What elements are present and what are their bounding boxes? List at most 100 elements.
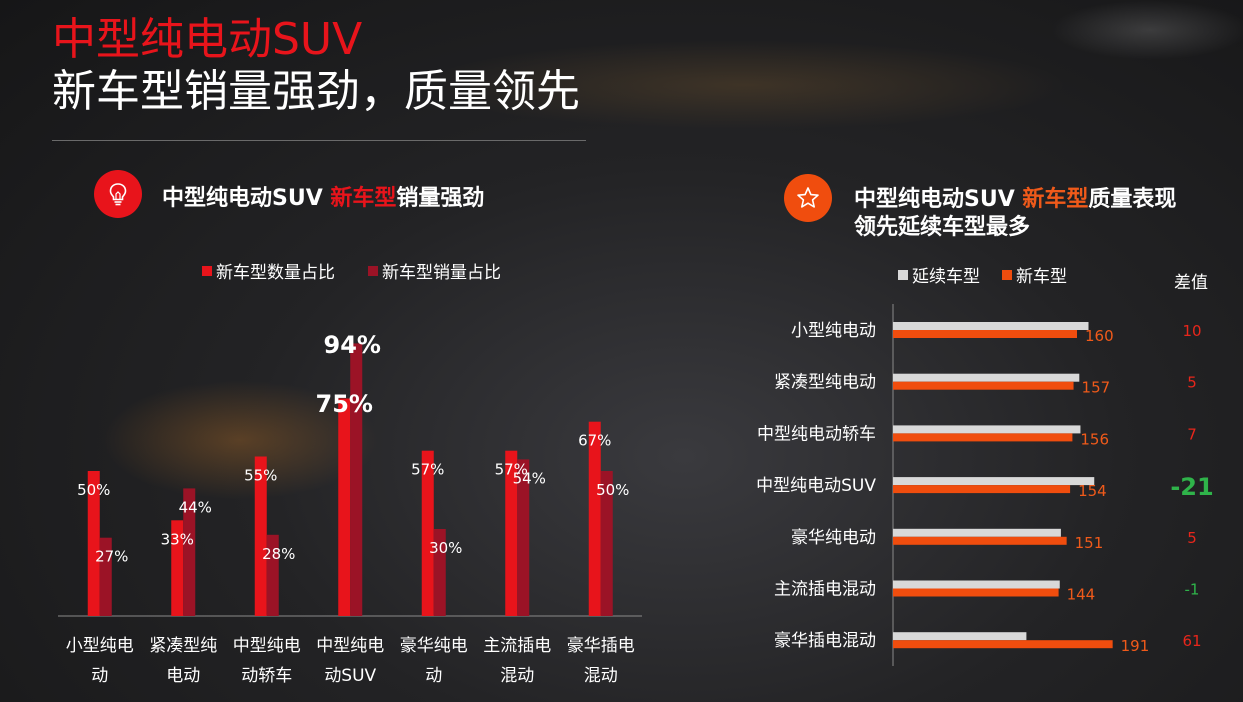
bar-new-model [893,433,1073,442]
data-label-new-model-sales: 50% [596,481,629,499]
bar-new-model [893,485,1071,494]
bar-new-model-sales [266,534,279,616]
category-label: 中型纯电动SUV [756,476,876,496]
background-glow [1050,0,1243,60]
lightbulb-icon [94,170,142,218]
bar-new-model-sales [99,537,112,616]
legend-swatch [898,269,908,280]
diff-value: 61 [1182,632,1201,650]
bar-continuing-model [893,425,1081,434]
bar-new-model-count [254,456,267,616]
category-label: 动SUV [324,666,376,686]
category-label: 豪华插电混动 [774,630,876,651]
bar-continuing-model [893,322,1089,330]
data-label-new-model-count: 67% [578,432,611,450]
category-label: 豪华插电 [567,635,635,656]
category-label: 主流插电 [483,636,551,656]
background-glow [420,40,1070,130]
data-label-new-model-count: 57% [495,461,528,479]
legend-swatch [202,265,212,276]
legend-item-new-model-sales: 新车型销量占比 [368,258,501,283]
legend-swatch [368,265,378,276]
page-title: 中型纯电动SUV [52,14,363,65]
diff-value: 5 [1187,529,1197,547]
category-label: 动 [91,666,108,686]
bar-new-model-sales [600,471,613,616]
bar-continuing-model [893,373,1080,382]
data-label-new-model-count: 50% [77,481,110,499]
legend-label: 新车型数量占比 [216,263,335,283]
category-label: 混动 [500,666,534,686]
background-glow [100,380,380,500]
category-label: 豪华纯电动 [791,527,876,548]
category-label: 中型纯电 [316,636,384,656]
category-label: 动 [425,666,442,686]
diff-value: 10 [1182,322,1201,340]
diff-column-header: 差值 [1174,273,1208,293]
data-label-new-model: 144 [1067,586,1096,604]
data-label-new-model-sales: 94% [324,331,381,359]
data-label-new-model-sales: 27% [95,548,128,566]
category-label: 中型纯电 [233,636,301,656]
bar-new-model-sales [517,459,530,616]
legend-label: 延续车型 [912,267,980,287]
legend-item-new-model: 新车型 [1002,262,1067,287]
star-icon [784,174,832,222]
bar-new-model-count [421,450,434,616]
legend-item-continuing-model: 延续车型 [898,262,980,287]
bar-new-model [893,536,1067,545]
vertical-bar-chart: 50% 27% 小型纯电动 33% 44% 紧凑型纯电动 55% 28% 中型纯电动轿车 75% 9… [58,331,642,686]
legend-label: 新车型 [1016,267,1067,287]
diff-value: 7 [1187,425,1197,443]
left-panel-heading: 中型纯电动SUV 新车型销量强劲 [162,186,485,211]
bar-new-model-count [588,421,601,616]
data-label-new-model: 191 [1121,637,1150,655]
category-label: 紧凑型纯电动 [774,373,876,393]
bar-new-model-sales [183,488,196,616]
bar-new-model [893,588,1059,597]
diff-value: 5 [1187,374,1197,392]
data-label-new-model: 160 [1085,327,1114,345]
category-label: 小型纯电 [66,636,134,656]
bar-new-model-count [505,450,518,616]
data-label-new-model-sales: 30% [429,539,462,557]
bar-continuing-model [893,580,1060,589]
category-label: 电动 [166,666,200,686]
category-label: 动轿车 [241,666,292,686]
data-label-new-model-sales: 44% [179,498,212,516]
bar-new-model-count [338,398,351,616]
legend-item-new-model-count: 新车型数量占比 [202,258,335,283]
category-label: 混动 [584,666,618,686]
bar-new-model [893,640,1113,649]
bar-continuing-model [893,528,1061,537]
bar-new-model [893,330,1077,338]
data-label-new-model-count: 75% [316,390,373,418]
bar-new-model [893,381,1074,390]
data-label-new-model: 157 [1082,379,1111,397]
data-label-new-model: 154 [1078,482,1107,500]
category-label: 小型纯电动 [791,321,876,341]
data-label-new-model: 151 [1075,534,1104,552]
data-label-new-model-sales: 28% [262,545,295,563]
category-label: 豪华纯电 [400,635,468,656]
bar-new-model-count [171,520,184,616]
data-label-new-model-count: 33% [161,530,194,548]
category-label: 主流插电混动 [774,580,876,600]
category-label: 紧凑型纯 [149,636,217,656]
category-label: 中型纯电动轿车 [757,424,876,444]
bar-new-model-sales [350,343,363,616]
data-label-new-model-count: 55% [244,467,277,485]
bar-continuing-model [893,632,1027,641]
bar-new-model-count [87,471,100,616]
data-label-new-model-count: 57% [411,461,444,479]
page-subtitle: 新车型销量强劲，质量领先 [52,66,580,117]
bar-new-model-sales [433,529,446,616]
legend-label: 新车型销量占比 [382,263,501,283]
legend-swatch [1002,269,1012,280]
diff-value: -21 [1170,473,1213,501]
data-label-new-model-sales: 54% [513,469,546,487]
data-label-new-model: 156 [1080,430,1109,448]
right-panel-heading: 中型纯电动SUV 新车型质量表现 领先延续车型最多 [854,187,1177,240]
title-divider [52,140,586,141]
